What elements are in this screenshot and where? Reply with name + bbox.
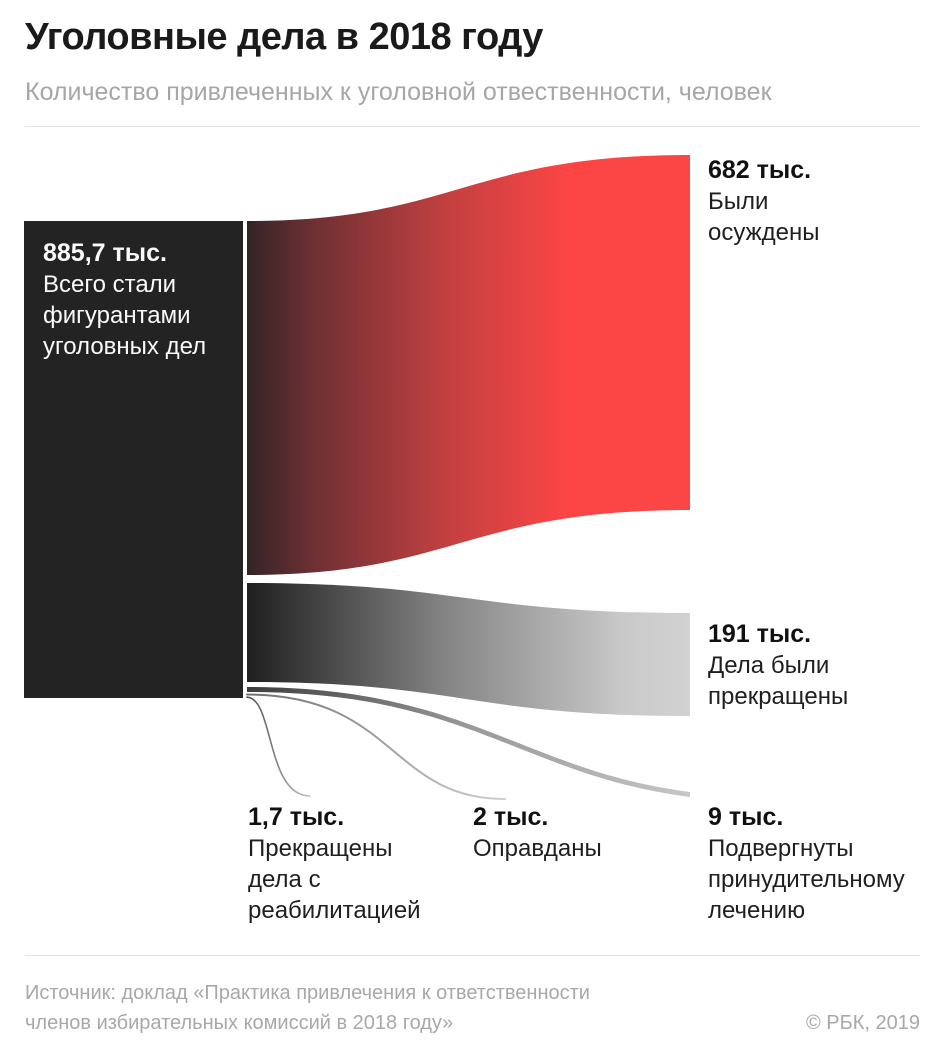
- label-acquitted: 2 тыс. Оправданы: [473, 801, 688, 864]
- label-rehab-value: 1,7 тыс.: [248, 803, 345, 831]
- label-convicted: 682 тыс. Были осуждены: [708, 154, 923, 248]
- source-node-label-line: Всего стали: [43, 271, 177, 298]
- label-dismissed-line: прекращены: [708, 683, 849, 710]
- source-node-value: 885,7 тыс.: [43, 239, 167, 267]
- page-title: Уголовные дела в 2018 году: [25, 16, 543, 58]
- label-rehab: 1,7 тыс. Прекращены дела с реабилитацией: [248, 801, 463, 926]
- label-rehab-line: реабилитацией: [248, 897, 421, 924]
- label-dismissed: 191 тыс. Дела были прекращены: [708, 618, 923, 712]
- footer-source: Источник: доклад «Практика привлечения к…: [25, 978, 685, 1038]
- label-treatment-line: Подвергнуты: [708, 835, 854, 862]
- label-treatment-value: 9 тыс.: [708, 803, 784, 831]
- label-convicted-line: осуждены: [708, 219, 820, 246]
- label-convicted-line: Были: [708, 188, 769, 215]
- source-node-label-line: уголовных дел: [43, 333, 207, 360]
- label-dismissed-line: Дела были: [708, 652, 830, 679]
- footer-source-line: Источник: доклад «Практика привлечения к…: [25, 982, 590, 1004]
- label-acquitted-value: 2 тыс.: [473, 803, 549, 831]
- label-treatment-line: лечению: [708, 897, 806, 924]
- label-acquitted-line: Оправданы: [473, 835, 602, 862]
- label-convicted-value: 682 тыс.: [708, 156, 812, 184]
- footer-divider: [25, 955, 920, 956]
- page-subtitle: Количество привлеченных к уголовной отве…: [25, 78, 772, 106]
- flow-rehab-line: [246, 696, 311, 797]
- source-node-block: 885,7 тыс. Всего стали фигурантами уголо…: [24, 221, 243, 698]
- flow-convicted-band: [247, 155, 690, 575]
- label-dismissed-value: 191 тыс.: [708, 620, 812, 648]
- label-rehab-line: дела с: [248, 866, 321, 893]
- source-node-label-line: фигурантами: [43, 302, 191, 329]
- label-treatment-line: принудительному: [708, 866, 905, 893]
- footer-copyright: © РБК, 2019: [805, 1012, 920, 1034]
- flow-dismissed-band: [247, 583, 690, 716]
- flow-treatment-band: [247, 687, 690, 797]
- flow-acquitted-line: [246, 693, 506, 800]
- footer-source-line: членов избирательных комиссий в 2018 год…: [25, 1012, 454, 1034]
- label-rehab-line: Прекращены: [248, 835, 393, 862]
- label-treatment: 9 тыс. Подвергнуты принудительному лечен…: [708, 801, 945, 926]
- header-divider: [25, 126, 920, 127]
